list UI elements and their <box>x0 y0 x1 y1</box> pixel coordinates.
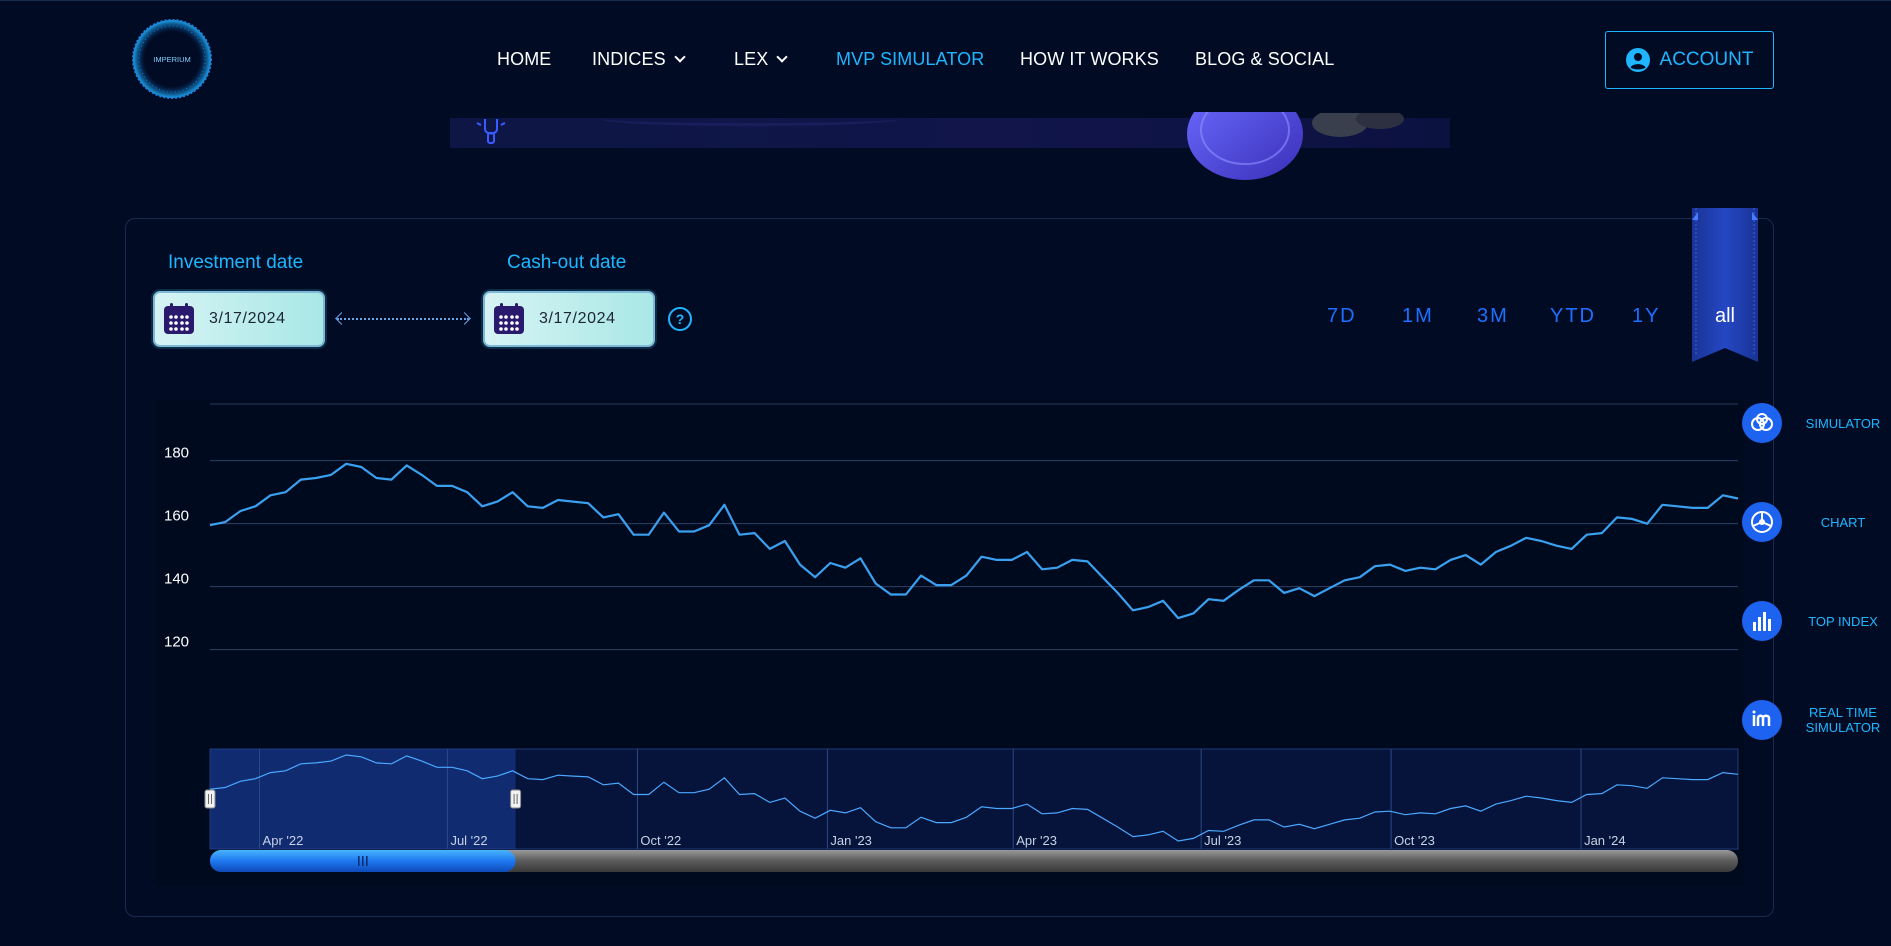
cashout-date-value: 3/17/2024 <box>539 310 616 327</box>
nav-mvp-simulator[interactable]: MVP SIMULATOR <box>836 49 984 70</box>
help-icon[interactable]: ? <box>668 307 692 331</box>
range-all-button[interactable]: all <box>1714 305 1735 327</box>
y-tick-label: 160 <box>164 508 189 525</box>
navigator-x-label: Jul '23 <box>1204 833 1241 848</box>
nav-blog-social-label: BLOG & SOCIAL <box>1195 49 1335 69</box>
side-nav-real-time-simulator-label: REAL TIME SIMULATOR <box>1805 705 1881 735</box>
side-nav-simulator[interactable]: SIMULATOR <box>1742 403 1891 447</box>
banner-curve <box>600 112 900 126</box>
nav-home[interactable]: HOME <box>497 49 551 70</box>
account-label: ACCOUNT <box>1659 49 1754 70</box>
nav-how-it-works-label: HOW IT WORKS <box>1020 49 1159 69</box>
range-3m-button[interactable]: 3M <box>1477 305 1509 327</box>
y-tick-label: 140 <box>164 571 189 588</box>
nav-indices[interactable]: INDICES <box>592 49 686 70</box>
nav-mvp-simulator-label: MVP SIMULATOR <box>836 49 985 69</box>
calendar-icon <box>164 303 194 334</box>
nav-blog-social[interactable]: BLOG & SOCIAL <box>1195 49 1334 70</box>
y-tick-label: 180 <box>164 445 189 462</box>
nav-lex-label: LEX <box>734 49 769 69</box>
user-icon <box>1625 48 1650 72</box>
logo-text: IMPERIUM <box>153 55 191 64</box>
range-7d-button[interactable]: 7D <box>1327 305 1357 327</box>
investment-date-label: Investment date <box>168 252 304 273</box>
nav-lex[interactable]: LEX <box>734 49 788 70</box>
side-nav-top-index[interactable]: TOP INDEX <box>1742 601 1891 645</box>
navigator-x-label: Jan '24 <box>1584 833 1626 848</box>
investment-date-value: 3/17/2024 <box>209 310 286 327</box>
imperium-logo[interactable]: IMPERIUM <box>130 17 214 101</box>
nav-how-it-works[interactable]: HOW IT WORKS <box>1020 49 1159 70</box>
navigator-x-label: Apr '22 <box>263 833 304 848</box>
price-series-line <box>209 462 1739 620</box>
navigator-x-label: Jul '22 <box>450 833 487 848</box>
price-chart[interactable]: 120 140 160 180 Apr '22 Jul '22 Oct '22 Jan '23… <box>156 400 1744 886</box>
cashout-date-label: Cash-out date <box>507 252 627 273</box>
navigator-right-handle[interactable] <box>510 789 522 809</box>
pie-chart-icon <box>1742 502 1782 542</box>
chevron-down-icon <box>674 51 686 63</box>
y-tick-label: 120 <box>164 634 189 651</box>
im-logo-icon <box>1742 700 1782 740</box>
bar-chart-icon <box>1742 601 1782 641</box>
range-1m-button[interactable]: 1M <box>1402 305 1434 327</box>
cashout-date-input[interactable]: 3/17/2024 <box>483 291 655 347</box>
navigator-x-label: Oct '23 <box>1394 833 1435 848</box>
investment-date-input[interactable]: 3/17/2024 <box>153 291 325 347</box>
navigator-left-handle[interactable] <box>204 789 216 809</box>
account-button[interactable]: ACCOUNT <box>1605 31 1774 89</box>
side-nav-chart[interactable]: CHART <box>1742 502 1891 546</box>
main-nav: HOME INDICES LEX MVP SIMULATOR HOW IT WO… <box>0 49 1891 73</box>
navigator-x-label: Apr '23 <box>1016 833 1057 848</box>
side-nav-top-index-label: TOP INDEX <box>1808 614 1878 629</box>
range-1y-button[interactable]: 1Y <box>1632 305 1661 327</box>
site-header: IMPERIUM HOME INDICES LEX MVP SIMULATOR … <box>0 0 1891 118</box>
coin-stack-illustration <box>1312 113 1404 137</box>
nav-home-label: HOME <box>497 49 552 69</box>
range-ytd-button[interactable]: YTD <box>1550 305 1596 327</box>
active-range-ribbon <box>1692 208 1758 362</box>
navigator-x-label: Jan '23 <box>830 833 872 848</box>
chevron-down-icon <box>776 51 788 63</box>
nav-indices-label: INDICES <box>592 49 666 69</box>
coins-icon <box>1742 403 1782 443</box>
navigator-selection <box>210 749 516 849</box>
navigator-series-line <box>209 754 1739 842</box>
side-nav-simulator-label: SIMULATOR <box>1805 416 1881 431</box>
side-nav-real-time-simulator[interactable]: REAL TIME SIMULATOR <box>1742 700 1891 744</box>
price-chart-svg: 120 140 160 180 Apr '22 Jul '22 Oct '22 Jan '23… <box>164 403 1739 872</box>
scrollbar-track <box>210 850 1738 872</box>
date-range-connector <box>337 318 469 320</box>
side-nav-chart-label: CHART <box>1820 515 1866 530</box>
navigator-x-label: Oct '22 <box>640 833 681 848</box>
coin-illustration <box>1187 112 1303 180</box>
lightbulb-icon <box>476 119 506 144</box>
calendar-icon <box>494 303 524 334</box>
